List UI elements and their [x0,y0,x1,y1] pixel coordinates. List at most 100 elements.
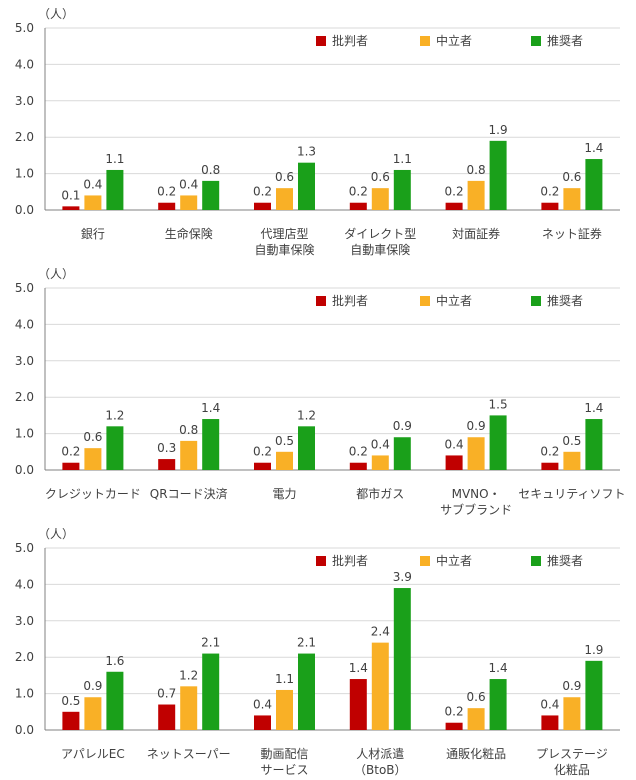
data-label: 0.2 [253,185,272,199]
bar [254,715,271,730]
y-tick-label: 1.0 [15,427,34,441]
data-label: 0.7 [157,687,176,701]
bar [298,426,315,470]
legend-label: 推奨者 [547,294,583,308]
bar [62,711,80,730]
data-label: 1.2 [179,668,198,682]
data-label: 1.4 [349,661,368,675]
y-tick-label: 3.0 [15,94,34,108]
bar [585,660,603,730]
legend-swatch [420,296,430,306]
bar [349,202,367,210]
bar [445,722,463,730]
data-label: 0.5 [61,694,80,708]
data-label: 0.2 [540,445,559,459]
data-label: 0.5 [562,434,581,448]
data-label: 0.2 [540,185,559,199]
data-label: 1.2 [297,408,316,422]
category-label: 自動車保険 [350,243,410,257]
data-label: 3.9 [393,570,412,584]
category-label: 代理店型 [260,227,308,241]
category-label: アパレルEC [61,747,125,761]
category-label: ネットスーパー [147,747,231,761]
data-label: 2.4 [371,625,390,639]
category-label: 化粧品 [554,763,590,777]
y-tick-label: 3.0 [15,354,34,368]
data-label: 0.9 [562,679,581,693]
data-label: 0.2 [445,705,464,719]
data-label: 0.9 [83,679,102,693]
data-label: 0.6 [371,170,390,184]
bar [276,689,293,730]
data-label: 0.2 [349,445,368,459]
data-label: 0.3 [157,441,176,455]
bar [349,462,367,470]
data-label: 0.4 [540,697,559,711]
category-label: QRコード決済 [150,486,228,501]
category-label: サブブランド [440,502,512,517]
y-tick-label: 2.0 [15,390,34,404]
y-tick-label: 4.0 [15,317,34,331]
category-label: ネット証券 [542,226,602,241]
data-label: 1.9 [489,123,508,137]
bar [158,202,176,210]
data-label: 0.4 [83,177,102,191]
data-label: 1.4 [584,401,603,415]
y-tick-label: 0.0 [15,723,34,737]
y-tick-label: 5.0 [15,541,34,555]
data-label: 1.4 [584,141,603,155]
y-unit-label: （人） [38,7,74,21]
data-label: 0.6 [562,170,581,184]
legend-swatch [531,296,541,306]
category-label: （BtoB） [354,763,407,777]
data-label: 0.4 [445,437,464,451]
legend-label: 推奨者 [547,554,583,568]
bar [276,188,293,210]
bar [349,679,367,730]
legend-label: 批判者 [332,293,368,308]
y-tick-label: 1.0 [15,167,34,181]
legend-label: 批判者 [332,33,368,48]
data-label: 0.4 [253,697,272,711]
data-label: 2.1 [297,636,316,650]
legend-swatch [316,296,326,306]
data-label: 0.2 [349,185,368,199]
bar [202,419,220,470]
category-label: セキュリティソフト [518,487,625,501]
bar [84,697,102,730]
category-label: サービス [260,763,308,777]
bar [84,195,102,210]
data-label: 0.2 [157,185,176,199]
bar [541,202,559,210]
bar [106,671,124,730]
data-label: 0.9 [467,419,486,433]
bar [62,462,80,470]
bar [180,686,198,730]
data-label: 1.6 [105,654,124,668]
bar [489,415,507,470]
category-label: 電力 [272,487,296,501]
data-label: 0.8 [467,163,486,177]
category-label: 対面証券 [452,226,500,241]
bar [393,588,411,730]
category-label: 自動車保険 [254,243,314,257]
category-label: プレステージ [536,747,608,761]
category-label: 人材派遣 [356,746,404,761]
bar [62,206,80,210]
bar [489,679,507,730]
y-tick-label: 4.0 [15,57,34,71]
bar [276,451,293,470]
bar [84,448,102,470]
legend-label: 推奨者 [547,34,583,48]
category-label: 通販化粧品 [446,747,506,761]
data-label: 0.5 [275,434,294,448]
y-tick-label: 3.0 [15,614,34,628]
bar [298,162,315,210]
data-label: 0.8 [179,423,198,437]
legend-label: 批判者 [332,553,368,568]
data-label: 2.1 [201,636,220,650]
data-label: 0.6 [275,170,294,184]
data-label: 0.2 [61,445,80,459]
y-tick-label: 4.0 [15,577,34,591]
